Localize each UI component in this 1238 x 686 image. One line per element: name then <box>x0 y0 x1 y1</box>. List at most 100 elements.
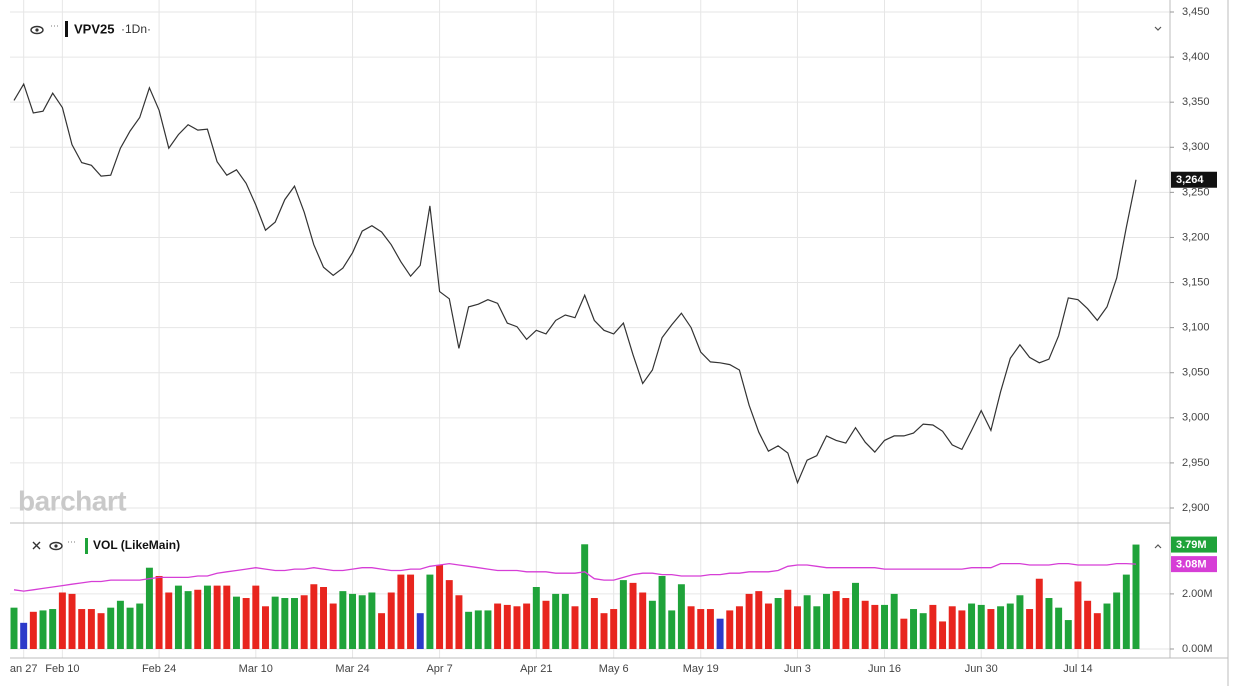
volume-bar <box>929 604 937 649</box>
volume-bar <box>764 603 772 649</box>
menu-dots[interactable]: ··· <box>67 536 76 546</box>
volume-bar <box>861 600 869 649</box>
volume-bar <box>977 604 985 649</box>
volume-bar <box>1093 613 1101 649</box>
volume-bar <box>1006 603 1014 649</box>
volume-bar <box>793 606 801 649</box>
x-tick-label: Jun 16 <box>868 663 901 675</box>
volume-bar <box>619 580 627 649</box>
collapse-toggle[interactable] <box>1154 26 1162 31</box>
last-value-box <box>1171 171 1217 188</box>
volume-bar <box>494 603 502 649</box>
volume-bar <box>291 598 298 649</box>
volume-bar <box>639 592 647 649</box>
volume-bar <box>455 595 463 649</box>
y-tick-label: 3,300 <box>1182 141 1210 153</box>
volume-bar <box>145 567 153 649</box>
volume-bar <box>706 609 714 649</box>
symbol: VPV25 <box>74 21 114 36</box>
eye-icon[interactable] <box>49 541 63 551</box>
volume-bar <box>968 603 976 649</box>
volume-bar <box>107 607 115 649</box>
x-tick-label: Mar 24 <box>335 663 369 675</box>
eye-pupil <box>54 544 58 548</box>
volume-bar <box>532 587 540 649</box>
volume-bar <box>590 598 598 649</box>
volume-bar <box>397 574 405 649</box>
volume-bar <box>1103 603 1111 649</box>
volume-bar <box>10 607 18 649</box>
x-tick-label: Apr 21 <box>520 663 552 675</box>
volume-bar <box>726 610 734 649</box>
volume-bar <box>735 606 743 649</box>
y-tick-label: 3,000 <box>1182 412 1210 424</box>
x-tick-label: Feb 24 <box>142 663 176 675</box>
volume-bar <box>407 574 415 649</box>
volume-bar <box>755 591 763 649</box>
volume-bar <box>329 603 337 649</box>
volume-bar <box>87 609 95 649</box>
volume-bar <box>629 582 637 649</box>
volume-bar <box>745 593 753 649</box>
volume-bar <box>542 600 550 649</box>
volume-bar <box>1113 592 1121 649</box>
series-swatch <box>85 538 88 554</box>
volume-bar <box>68 593 76 649</box>
volume-bar <box>987 609 995 649</box>
volume-bar <box>232 596 240 649</box>
volume-bar <box>368 592 376 649</box>
x-tick-label: Apr 7 <box>426 663 452 675</box>
volume-bar <box>523 603 531 649</box>
y-tick-label: 3,200 <box>1182 231 1210 243</box>
last-value-label: 3.08M <box>1176 559 1207 571</box>
volume-bar <box>126 607 134 649</box>
volume-bar <box>1064 620 1072 649</box>
volume-bar <box>155 575 163 649</box>
volume-bar <box>1045 598 1053 649</box>
x-tick-label: Jun 3 <box>784 663 811 675</box>
volume-bar <box>813 606 821 649</box>
y-tick-label: 0.00M <box>1182 643 1213 655</box>
y-tick-label: 3,100 <box>1182 322 1210 334</box>
volume-bar <box>871 604 879 649</box>
menu-dots[interactable]: ··· <box>50 20 59 30</box>
interval: ·1Dn· <box>121 22 151 36</box>
x-tick-label: Jul 14 <box>1063 663 1092 675</box>
volume-bar <box>445 580 453 649</box>
volume-header: ··· VOL (LikeMain) <box>32 536 1162 554</box>
volume-bar <box>1055 607 1063 649</box>
volume-bar <box>1016 595 1024 649</box>
volume-bar <box>349 593 357 649</box>
volume-bar <box>262 606 269 649</box>
volume-bar <box>900 618 908 649</box>
eye-icon[interactable] <box>30 25 44 35</box>
volume-bar <box>648 600 656 649</box>
expand-toggle[interactable] <box>1154 544 1162 549</box>
volume-bar <box>194 589 202 649</box>
y-tick-label: 3,150 <box>1182 276 1210 288</box>
volume-bar <box>358 595 366 649</box>
volume-bar <box>387 592 395 649</box>
price-header: ··· VPV25 ·1Dn· <box>30 20 1162 37</box>
volume-bar <box>271 596 279 649</box>
volume-bar <box>687 606 695 649</box>
volume-bar <box>513 606 521 649</box>
volume-bar <box>939 621 947 649</box>
volume-bar <box>890 593 898 649</box>
volume-title: VOL (LikeMain) <box>93 538 180 552</box>
volume-bar <box>784 589 792 649</box>
volume-bar <box>242 598 250 649</box>
volume-bar <box>561 593 569 649</box>
volume-bar <box>1084 600 1092 649</box>
volume-bar <box>484 610 492 649</box>
volume-bar <box>116 600 124 649</box>
close-icon[interactable] <box>32 541 41 550</box>
volume-bar <box>97 613 105 649</box>
volume-bar <box>223 585 231 649</box>
volume-bar <box>436 564 444 649</box>
volume-bar <box>474 610 482 649</box>
volume-bar <box>958 610 966 649</box>
y-tick-label: 3,250 <box>1182 186 1210 198</box>
